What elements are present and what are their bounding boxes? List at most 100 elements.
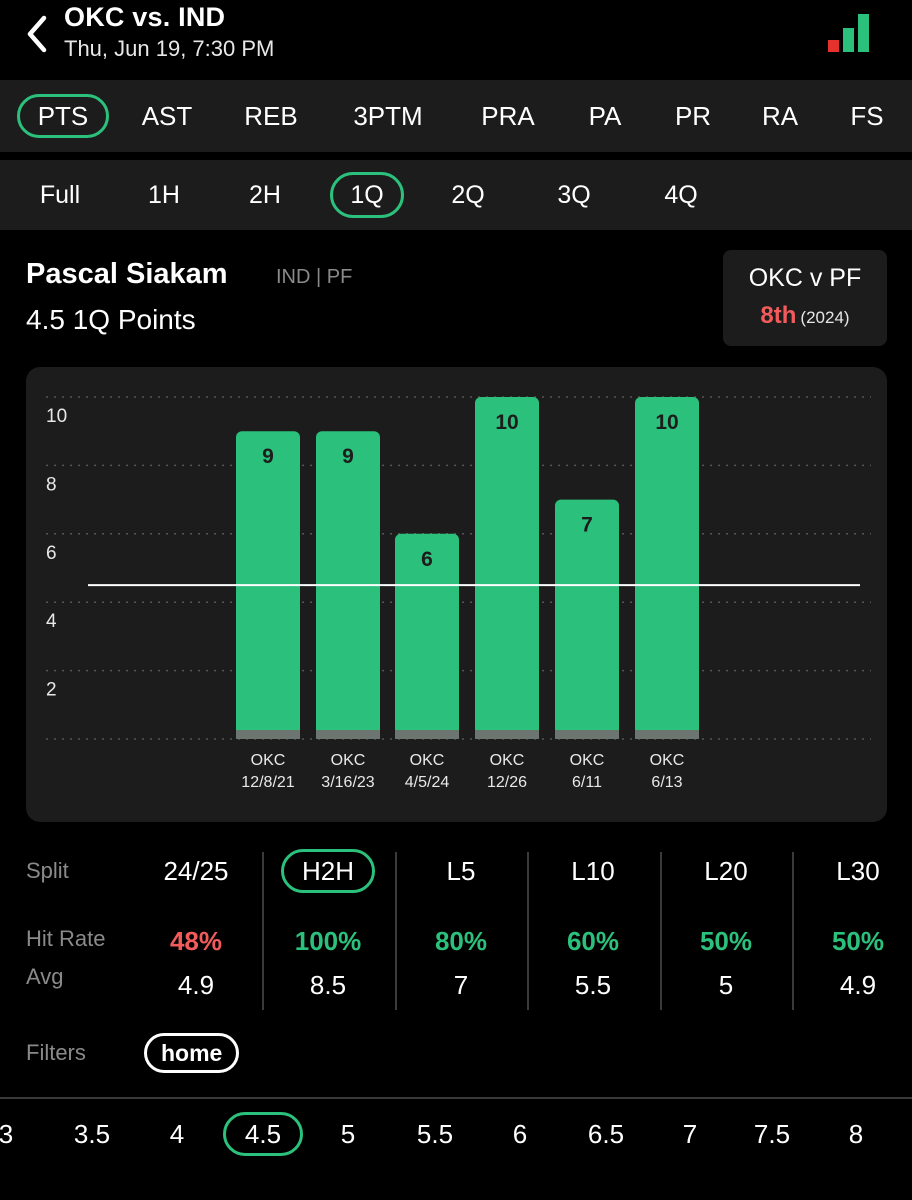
split-name-label: L10 [571,856,615,886]
game-log-chart: 2 4 6 8 10 9 OKC 12/8/21 9 OKC 3/16/23 6 OKC 4/5/24 10… [26,367,887,822]
period-4q[interactable]: 4Q [664,181,698,209]
split-name[interactable]: L30 [792,856,912,887]
y-tick-label: 10 [46,406,67,427]
split-name-label: L30 [836,856,880,886]
average-value: 4.9 [177,970,215,1000]
period-1h[interactable]: 1H [148,181,180,209]
x-tick-date: 6/13 [651,774,682,791]
line-option[interactable]: 8 [848,1119,864,1149]
split-column-l10[interactable]: L10 60% 5.5 [527,846,659,1010]
x-tick-date: 12/8/21 [241,774,294,791]
period-tab-bar: Full 1H 2H 1Q 2Q 3Q 4Q [0,160,912,230]
period-2q[interactable]: 2Q [451,181,485,209]
split-name[interactable]: L10 [527,856,659,887]
bar-value-label: 9 [342,445,354,468]
filter-chip-home[interactable]: home [144,1033,240,1073]
column-separator [792,852,794,1010]
matchup-rank-year: (2024) [800,308,850,327]
bar-chart-icon[interactable] [828,12,872,54]
column-separator [660,852,662,1010]
split-name[interactable]: L20 [660,856,792,887]
split-column-h2h[interactable]: H2H 100% 8.5 [262,846,394,1010]
hit-rate-value: 48% [169,926,223,956]
player-name: Pascal Siakam [26,258,228,290]
bar-base [555,730,619,739]
line-option[interactable]: 4.5 [223,1112,303,1156]
stat-tab-bar: PTS AST REB 3PTM PRA PA PR RA FS [0,80,912,152]
bar [555,499,619,739]
avg-row-label: Avg [26,964,64,989]
split-name[interactable]: H2H [262,849,394,893]
split-row-label: Split [26,858,69,883]
tab-fs[interactable]: FS [850,101,884,131]
line-option[interactable]: 7.5 [753,1119,791,1149]
tab-ra[interactable]: RA [761,101,799,131]
line-option[interactable]: 4 [169,1119,185,1149]
split-name-label: L5 [446,856,476,886]
line-option[interactable]: 3.5 [73,1119,111,1149]
tab-3ptm[interactable]: 3PTM [353,101,423,131]
line-option[interactable]: 7 [682,1119,698,1149]
average-value: 5.5 [574,970,612,1000]
y-tick-label: 2 [46,680,57,701]
tab-pa[interactable]: PA [588,101,622,131]
x-tick-team: OKC [331,752,366,769]
tab-ast[interactable]: AST [141,101,193,131]
split-name[interactable]: L5 [395,856,527,887]
period-2h[interactable]: 2H [249,181,281,209]
bar [475,397,539,739]
period-1q[interactable]: 1Q [330,172,404,218]
line-option[interactable]: 5 [340,1119,356,1149]
x-tick-team: OKC [251,752,286,769]
prop-line: 4.5 1Q Points [26,304,196,335]
average-value: 8.5 [309,970,347,1000]
x-tick-date: 3/16/23 [321,774,374,791]
bar-value-label: 9 [262,445,274,468]
hit-rate-value: 100% [294,926,362,956]
player-team-position: IND | PF [276,266,353,288]
matchup-rank-title: OKC v PF [748,264,862,292]
tab-pra[interactable]: PRA [481,101,535,131]
split-column-24-25[interactable]: 24/25 48% 4.9 [130,846,262,1002]
split-name[interactable]: 24/25 [130,856,262,887]
bar-value-label: 6 [421,548,433,571]
bar-base [635,730,699,739]
tab-pr[interactable]: PR [674,101,712,131]
splits-table: Split Hit Rate Avg 24/25 48% 4.9 H2H 100% 8.5… [0,840,912,1010]
tab-reb[interactable]: REB [244,101,298,131]
average-value: 5 [718,970,734,1000]
period-3q[interactable]: 3Q [557,181,591,209]
y-tick-label: 6 [46,543,57,564]
line-option[interactable]: 5.5 [416,1119,454,1149]
bar-value-label: 10 [495,411,518,434]
line-option[interactable]: 6.5 [587,1119,625,1149]
y-tick-label: 8 [46,474,57,495]
matchup-rank-card[interactable]: OKC v PF 8th (2024) [723,250,887,346]
hit-rate-row-label: Hit Rate [26,926,106,951]
hit-rate-value: 60% [566,926,620,956]
bar-value-label: 10 [655,411,678,434]
x-tick-team: OKC [410,752,445,769]
period-full[interactable]: Full [39,181,81,209]
split-column-l5[interactable]: L5 80% 7 [395,846,527,1010]
line-option[interactable]: 3 [0,1119,14,1149]
matchup-rank-value: 8th [760,302,797,329]
x-tick-date: 6/11 [572,774,602,791]
split-column-l30[interactable]: L30 50% 4.9 [792,846,912,1010]
x-tick-team: OKC [570,752,605,769]
column-separator [395,852,397,1010]
average-value: 7 [453,970,469,1000]
line-option[interactable]: 6 [512,1119,528,1149]
bar [635,397,699,739]
average-value: 4.9 [839,970,877,1000]
game-title: OKC vs. IND [64,2,226,32]
split-column-l20[interactable]: L20 50% 5 [660,846,792,1010]
divider [0,1097,912,1099]
tab-pts[interactable]: PTS [17,94,109,138]
back-arrow-icon[interactable] [22,12,54,56]
game-time: Thu, Jun 19, 7:30 PM [64,36,275,61]
x-tick-date: 12/26 [487,774,527,791]
header: OKC vs. IND Thu, Jun 19, 7:30 PM [0,0,912,80]
hit-rate-value: 50% [831,926,885,956]
x-tick-team: OKC [490,752,525,769]
